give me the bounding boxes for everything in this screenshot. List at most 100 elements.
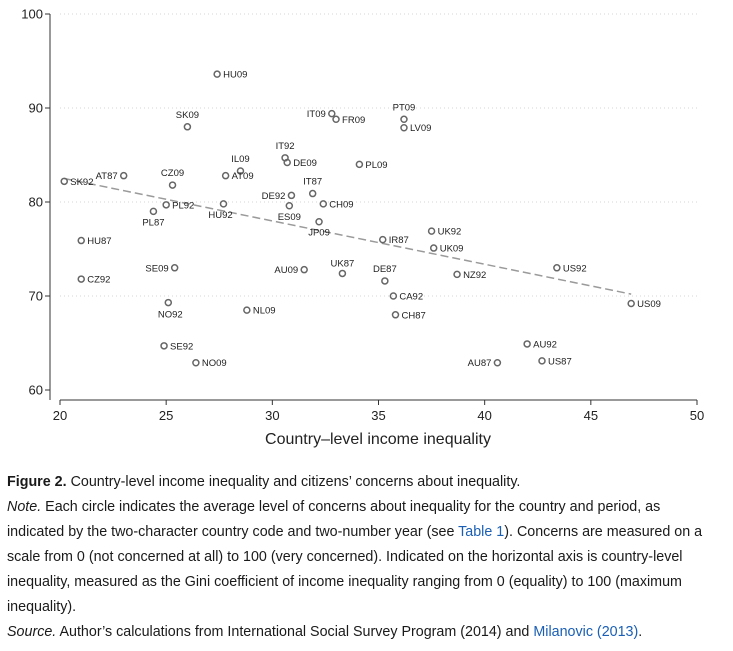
- caption-title-line: Figure 2. Country-level income inequalit…: [7, 470, 719, 495]
- data-point-marker: [381, 277, 389, 285]
- source-text: Author’s calculations from International…: [59, 624, 530, 640]
- data-point-marker: [627, 299, 635, 308]
- data-point-marker: [162, 201, 170, 209]
- data-point-marker: [170, 264, 179, 272]
- note-text: Each circle indicates the average level …: [7, 499, 661, 540]
- data-point-marker: [391, 311, 400, 319]
- note-label: Note.: [7, 499, 42, 515]
- milanovic-link[interactable]: Milanovic (2013): [533, 624, 639, 640]
- data-point-marker: [328, 109, 336, 118]
- data-point-label: PL87: [142, 217, 164, 228]
- data-point-label: IL09: [231, 154, 250, 165]
- table-1-link[interactable]: Table 1: [458, 524, 505, 540]
- data-point-label: PT09: [393, 102, 416, 113]
- data-point-label: HU87: [87, 236, 111, 247]
- data-point-label: SE92: [170, 341, 193, 352]
- data-point-label: DE09: [293, 158, 317, 169]
- data-point-marker: [332, 115, 340, 124]
- data-point-marker: [243, 306, 251, 314]
- figure-caption: Figure 2. Country-level income inequalit…: [7, 470, 719, 645]
- data-point-marker: [192, 358, 200, 367]
- data-point-marker: [77, 275, 85, 283]
- data-point-marker: [308, 189, 317, 198]
- data-point-label: CZ92: [87, 275, 110, 286]
- data-point-label: AU92: [533, 339, 557, 350]
- data-point-label: UK87: [331, 258, 355, 269]
- data-point-label: NO09: [202, 358, 227, 369]
- data-point-marker: [221, 171, 230, 180]
- data-point-marker: [160, 342, 168, 350]
- data-point-marker: [389, 292, 398, 300]
- data-point-marker: [553, 264, 561, 272]
- x-tick-label: 45: [584, 408, 598, 423]
- data-point-marker: [493, 358, 502, 367]
- data-point-marker: [285, 202, 294, 210]
- data-point-marker: [213, 70, 221, 78]
- data-point-label: IT87: [303, 177, 322, 188]
- y-tick-label: 80: [29, 195, 43, 210]
- data-point-label: UK92: [438, 227, 462, 238]
- source-label: Source.: [7, 624, 57, 640]
- x-tick-label: 40: [477, 408, 491, 423]
- data-point-label: NZ92: [463, 270, 486, 281]
- data-point-label: AT87: [96, 171, 118, 182]
- data-points: HU09 IT09 FR09 PT09 LV09 SK09 IT92 DE09 PL09 IL09…: [60, 70, 661, 369]
- data-point-label: IR87: [389, 235, 409, 246]
- data-point-marker: [236, 167, 245, 175]
- data-point-marker: [453, 270, 461, 279]
- caption-source: Source. Author’s calculations from Inter…: [7, 620, 719, 645]
- data-point-label: PL92: [172, 200, 194, 211]
- data-point-label: SE09: [145, 263, 168, 274]
- data-point-label: HU92: [208, 210, 232, 221]
- data-point-label: JP09: [308, 228, 330, 239]
- trend-line: [64, 177, 632, 295]
- data-point-marker: [60, 177, 68, 186]
- data-point-label: CZ09: [161, 168, 184, 179]
- data-point-label: SK09: [176, 110, 199, 121]
- data-point-label: UK09: [440, 244, 464, 255]
- data-point-label: LV09: [410, 123, 431, 134]
- data-point-marker: [283, 158, 291, 167]
- data-point-label: CA92: [399, 292, 423, 303]
- note-text-continued: ). Concerns are measured on a scale from…: [7, 524, 703, 615]
- data-point-label: NL09: [253, 306, 276, 317]
- x-tick-label: 25: [159, 408, 173, 423]
- x-axis-title: Country–level income inequality: [265, 431, 491, 448]
- x-tick-label: 50: [690, 408, 704, 423]
- figure-title: Country-level income inequality and citi…: [70, 474, 521, 490]
- data-point-marker: [429, 244, 438, 252]
- data-point-marker: [319, 200, 328, 208]
- data-point-marker: [164, 298, 173, 307]
- x-tick-label: 30: [265, 408, 279, 423]
- y-tick-label: 60: [29, 383, 43, 398]
- data-point-marker: [400, 123, 408, 132]
- x-tick-label: 35: [371, 408, 385, 423]
- data-point-label: US92: [563, 263, 587, 274]
- data-point-label: AT09: [232, 171, 254, 182]
- data-point-marker: [168, 181, 177, 189]
- figure-label: Figure 2.: [7, 474, 67, 490]
- y-tick-label: 70: [29, 289, 43, 304]
- data-point-marker: [538, 357, 546, 365]
- data-point-marker: [300, 265, 308, 274]
- data-point-label: ES09: [278, 212, 301, 223]
- data-point-marker: [149, 207, 158, 216]
- data-point-marker: [287, 191, 296, 200]
- y-tick-label: 100: [21, 7, 43, 22]
- data-point-label: AU09: [274, 265, 298, 276]
- data-point-label: US87: [548, 356, 572, 367]
- caption-note: Note. Each circle indicates the average …: [7, 495, 719, 620]
- data-point-marker: [355, 160, 364, 169]
- data-point-marker: [378, 235, 387, 244]
- scatter-chart: 60 70 80 90 100 20 25 30 35 40 45 50 HU09 IT09 FR09 PT…: [21, 7, 704, 449]
- data-point-label: AU87: [468, 358, 492, 369]
- data-point-marker: [77, 236, 85, 245]
- data-point-label: HU09: [223, 70, 247, 81]
- data-point-marker: [219, 200, 228, 208]
- data-point-label: PL09: [365, 160, 387, 171]
- x-tick-label: 20: [53, 408, 67, 423]
- data-point-marker: [183, 123, 192, 131]
- y-tick-label: 90: [29, 101, 43, 116]
- data-point-label: NO92: [158, 310, 183, 321]
- data-point-label: IT09: [307, 109, 326, 120]
